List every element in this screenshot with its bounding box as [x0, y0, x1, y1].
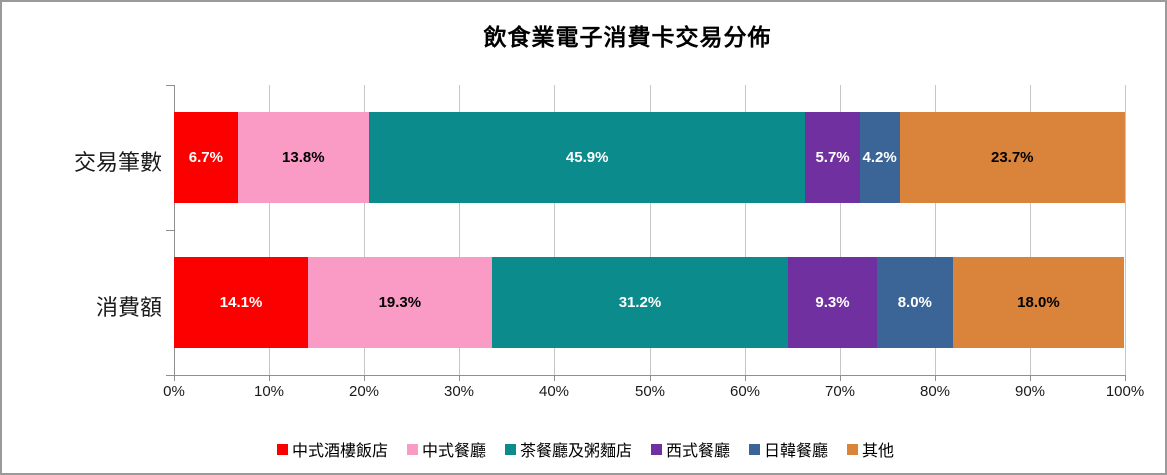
value-label: 45.9%: [565, 149, 609, 166]
legend-item: 西式餐廳: [651, 437, 730, 461]
value-label: 6.7%: [188, 149, 223, 166]
bar-segment: 14.1%: [174, 257, 309, 348]
x-axis-tick: [745, 375, 746, 381]
x-axis-tick: [840, 375, 841, 381]
gridline: [1125, 85, 1126, 375]
legend-label: 中式餐廳: [421, 443, 486, 460]
x-tick-label: 70%: [824, 383, 856, 400]
bar-segment: 45.9%: [368, 112, 806, 203]
value-label: 31.2%: [618, 294, 662, 311]
bar-segment: 9.3%: [788, 257, 877, 348]
gridline: [364, 85, 365, 375]
legend: 中式酒樓飯店 中式餐廳 茶餐廳及粥麵店 西式餐廳 日韓餐廳 其他: [2, 437, 1165, 461]
x-axis-tick: [269, 375, 270, 381]
legend-swatch-icon: [276, 443, 288, 455]
value-label: 13.8%: [282, 149, 325, 166]
x-tick-label: 60%: [729, 383, 761, 400]
legend-swatch-icon: [504, 443, 516, 455]
bar-segment: 13.8%: [237, 112, 369, 203]
y-axis-tick: [166, 230, 174, 231]
bar-row: 6.7% 13.8% 45.9% 5.7% 4.2% 23.7%: [174, 112, 1125, 203]
y-axis-tick: [166, 85, 174, 86]
gridline: [650, 85, 651, 375]
gridline: [745, 85, 746, 375]
x-axis-tick: [650, 375, 651, 381]
x-axis-tick: [459, 375, 460, 381]
y-axis-tick: [166, 375, 174, 376]
legend-swatch-icon: [406, 443, 418, 455]
x-tick-label: 40%: [538, 383, 570, 400]
bar-segment: 8.0%: [876, 257, 953, 348]
legend-item: 中式餐廳: [406, 437, 486, 461]
x-axis-tick: [1030, 375, 1031, 381]
value-label: 23.7%: [990, 149, 1034, 166]
plot-area: 6.7% 13.8% 45.9% 5.7% 4.2% 23.7% 14.1% 19.3% 31.…: [166, 85, 1126, 381]
x-axis-tick: [364, 375, 365, 381]
y-axis-line: [174, 85, 175, 381]
x-tick-label: 10%: [253, 383, 285, 400]
gridline: [840, 85, 841, 375]
x-axis-tick: [554, 375, 555, 381]
x-axis-tick: [935, 375, 936, 381]
bar-segment: 4.2%: [859, 112, 900, 203]
category-label: 交易筆數: [73, 150, 162, 175]
chart-title: 飲食業電子消費卡交易分佈: [483, 24, 772, 50]
bar-segment: 31.2%: [491, 257, 789, 348]
legend-swatch-icon: [651, 443, 662, 455]
legend-item: 其他: [847, 437, 894, 461]
legend-item: 中式酒樓飯店: [276, 437, 388, 461]
gridline: [935, 85, 936, 375]
bar-segment: 5.7%: [805, 112, 860, 203]
bar-segment: 6.7%: [174, 112, 238, 203]
value-label: 19.3%: [378, 294, 422, 311]
legend-swatch-icon: [847, 443, 859, 455]
value-label: 14.1%: [219, 294, 263, 311]
category-label: 消費額: [95, 295, 162, 320]
x-axis-tick: [1125, 375, 1126, 381]
legend-item: 日韓餐廳: [749, 437, 828, 461]
x-tick-label: 100%: [1105, 383, 1145, 400]
x-axis-line: [174, 375, 1125, 376]
legend-label: 茶餐廳及粥麵店: [519, 443, 632, 460]
legend-label: 其他: [862, 443, 895, 460]
bar-row: 14.1% 19.3% 31.2% 9.3% 8.0% 18.0%: [174, 257, 1125, 348]
gridline: [554, 85, 555, 375]
x-tick-label: 50%: [634, 383, 666, 400]
gridline: [1030, 85, 1031, 375]
bar-segment: 23.7%: [899, 112, 1125, 203]
legend-label: 日韓餐廳: [764, 443, 829, 460]
bar-segment: 18.0%: [952, 257, 1124, 348]
legend-item: 茶餐廳及粥麵店: [504, 437, 632, 461]
value-label: 5.7%: [815, 149, 850, 166]
x-tick-label: 80%: [919, 383, 951, 400]
legend-swatch-icon: [749, 443, 761, 455]
value-label: 8.0%: [897, 294, 932, 311]
x-tick-label: 20%: [348, 383, 380, 400]
value-label: 18.0%: [1017, 294, 1060, 311]
gridline: [269, 85, 270, 375]
x-tick-label: 0%: [163, 383, 185, 400]
gridline: [459, 85, 460, 375]
x-tick-label: 90%: [1014, 383, 1046, 400]
value-label: 4.2%: [862, 149, 897, 166]
legend-label: 西式餐廳: [666, 443, 731, 460]
legend-label: 中式酒樓飯店: [291, 443, 388, 460]
bar-segment: 19.3%: [308, 257, 492, 348]
value-label: 9.3%: [815, 294, 850, 311]
x-tick-label: 30%: [443, 383, 475, 400]
